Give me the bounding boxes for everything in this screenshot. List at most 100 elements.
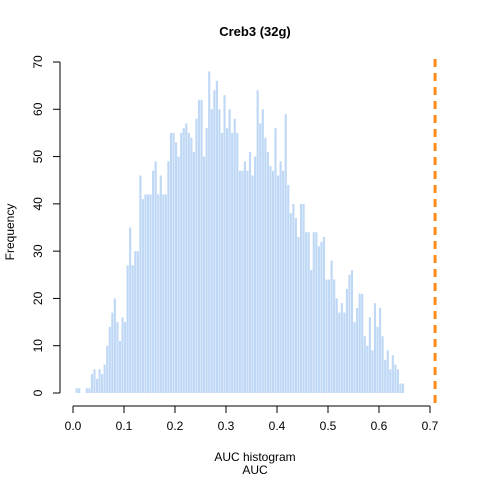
histogram-bar bbox=[256, 90, 259, 394]
histogram-bar bbox=[259, 123, 262, 393]
histogram-bar bbox=[320, 241, 323, 393]
histogram-bar bbox=[101, 374, 104, 393]
y-axis-ticks: 0 10 20 30 40 50 60 70 bbox=[31, 55, 60, 396]
histogram-bar bbox=[310, 270, 313, 393]
histogram-bar bbox=[353, 322, 356, 393]
histogram-bar bbox=[205, 128, 208, 393]
y-tick-label: 70 bbox=[31, 55, 45, 69]
histogram-bar bbox=[299, 203, 303, 393]
histogram-bar bbox=[195, 118, 198, 394]
histogram-bar bbox=[200, 99, 203, 393]
histogram-bar bbox=[399, 383, 402, 393]
histogram-bar bbox=[88, 388, 91, 393]
histogram-bar bbox=[228, 109, 231, 393]
histogram-bar bbox=[396, 369, 399, 393]
histogram-bar bbox=[149, 194, 152, 393]
histogram-bar bbox=[233, 118, 236, 394]
y-tick-label: 20 bbox=[31, 291, 45, 305]
histogram-bar bbox=[231, 132, 234, 393]
histogram-bar bbox=[292, 203, 295, 393]
histogram-bar bbox=[220, 132, 224, 393]
histogram-bar bbox=[98, 369, 101, 393]
y-tick-label: 30 bbox=[31, 244, 45, 258]
histogram-bar bbox=[343, 312, 346, 393]
histogram-bar bbox=[266, 151, 269, 393]
histogram-bar bbox=[141, 199, 144, 393]
histogram-bar bbox=[376, 326, 379, 393]
x-axis-label: AUC histogram bbox=[214, 450, 295, 464]
histogram-bar bbox=[381, 336, 384, 393]
histogram-bar bbox=[164, 194, 167, 393]
histogram-bar bbox=[277, 175, 280, 393]
x-tick-label: 0.4 bbox=[269, 419, 286, 433]
histogram-bar bbox=[401, 383, 405, 393]
histogram-bar bbox=[317, 246, 320, 393]
histogram-bar bbox=[177, 156, 180, 393]
histogram-bar bbox=[223, 95, 226, 393]
histogram-bar bbox=[136, 251, 139, 393]
histogram-bar bbox=[284, 114, 287, 393]
histogram-bar bbox=[236, 132, 239, 393]
histogram-bar bbox=[271, 170, 275, 393]
histogram-bar bbox=[172, 132, 175, 393]
histogram-bar bbox=[85, 388, 88, 393]
histogram-bar bbox=[248, 151, 252, 393]
histogram-bar bbox=[152, 170, 155, 393]
histogram-bar bbox=[129, 227, 132, 393]
histogram-bar bbox=[386, 350, 389, 393]
histogram-bar bbox=[333, 279, 336, 393]
histogram-bar bbox=[274, 128, 277, 393]
histogram-bar bbox=[350, 270, 354, 393]
histogram-bar bbox=[126, 265, 129, 393]
histogram-bar bbox=[325, 279, 328, 393]
histogram-bar bbox=[106, 345, 109, 393]
histogram-bar bbox=[182, 128, 185, 393]
histogram-bar bbox=[121, 317, 124, 393]
y-tick-label: 40 bbox=[31, 197, 45, 211]
histogram-bar bbox=[111, 312, 114, 393]
histogram-bar bbox=[307, 232, 310, 393]
histogram-bar bbox=[134, 251, 137, 393]
histogram-bar bbox=[335, 298, 338, 393]
histogram-bar bbox=[279, 161, 282, 393]
histogram-bar bbox=[373, 303, 377, 393]
histogram-bar bbox=[241, 170, 244, 393]
histogram-bar bbox=[294, 218, 297, 393]
x-tick-label: 0.3 bbox=[218, 419, 235, 433]
y-tick-label: 10 bbox=[31, 339, 45, 353]
histogram-bar bbox=[358, 293, 361, 393]
histogram-bar bbox=[124, 322, 127, 393]
histogram-bar bbox=[251, 175, 254, 393]
y-axis-label: Frequency bbox=[3, 204, 17, 261]
histogram-bar bbox=[218, 109, 221, 393]
histogram-bar bbox=[384, 359, 387, 393]
x-tick-label: 0.6 bbox=[371, 419, 388, 433]
histogram-bar bbox=[131, 265, 134, 393]
histogram-bar bbox=[167, 161, 170, 393]
histogram-bar bbox=[394, 364, 397, 393]
histogram-bar bbox=[157, 194, 160, 393]
histogram-bar bbox=[187, 132, 190, 393]
histogram-bar bbox=[180, 132, 183, 393]
histogram-bar bbox=[371, 350, 374, 393]
histogram-bar bbox=[264, 137, 267, 393]
histogram-bar bbox=[282, 170, 285, 393]
histogram-bar bbox=[297, 236, 300, 393]
histogram-bar bbox=[159, 175, 162, 393]
histogram-bar bbox=[246, 170, 249, 393]
histogram-bar bbox=[366, 345, 369, 393]
y-tick-label: 50 bbox=[31, 150, 45, 164]
histogram-bar bbox=[330, 260, 333, 393]
histogram-bar bbox=[348, 274, 351, 393]
histogram-bar bbox=[185, 123, 188, 393]
histogram-bar bbox=[269, 166, 272, 393]
x-axis-sublabel: AUC bbox=[242, 463, 268, 477]
histogram-bar bbox=[95, 378, 99, 393]
histogram-bar bbox=[289, 213, 292, 393]
x-tick-label: 0.0 bbox=[65, 419, 82, 433]
histogram-bar bbox=[345, 288, 348, 393]
x-tick-label: 0.5 bbox=[320, 419, 337, 433]
histogram-bar bbox=[356, 307, 359, 393]
histogram-bar bbox=[213, 90, 216, 394]
